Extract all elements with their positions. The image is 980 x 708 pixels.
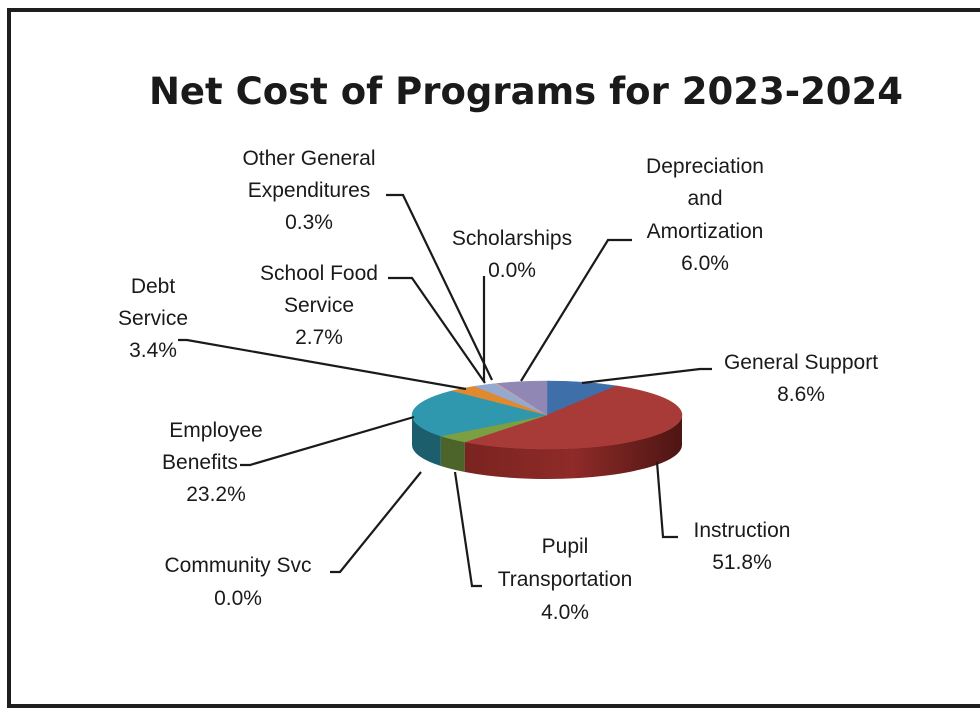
label-instruction: Instruction 51.8% xyxy=(694,519,791,574)
label-value: 3.4% xyxy=(129,339,177,362)
label-name-line2: Service xyxy=(284,294,354,317)
label-other-general-expenditures: Other General Expenditures 0.3% xyxy=(242,147,375,234)
label-debt-service: Debt Service 3.4% xyxy=(118,275,188,362)
leader-instruction xyxy=(655,461,678,539)
pie-chart: Net Cost of Programs for 2023-2024 Gener… xyxy=(118,70,903,624)
label-general-support: General Support 8.6% xyxy=(724,351,878,406)
slice-side-employee-benefits xyxy=(412,415,441,467)
pie-slices xyxy=(411,380,683,450)
label-name: General Support xyxy=(724,351,878,374)
label-value: 4.0% xyxy=(541,601,589,624)
chart-title: Net Cost of Programs for 2023-2024 xyxy=(149,70,903,113)
label-pupil-transportation: Pupil Transportation 4.0% xyxy=(498,535,633,624)
slice-depreciation-and-amortization xyxy=(496,380,548,416)
label-value: 8.6% xyxy=(777,383,825,406)
label-name-line1: Depreciation xyxy=(646,155,764,178)
label-name-line3: Amortization xyxy=(647,220,764,243)
label-community-svc: Community Svc 0.0% xyxy=(164,554,311,610)
leader-lines xyxy=(178,193,712,588)
slice-instruction xyxy=(463,385,683,450)
label-name-line1: Debt xyxy=(131,275,176,298)
label-employee-benefits: Employee Benefits 23.2% xyxy=(162,419,263,506)
leader-employee-benefits xyxy=(240,415,415,467)
label-value: 6.0% xyxy=(681,252,729,275)
label-name-line2: Expenditures xyxy=(248,179,371,202)
leader-debt-service xyxy=(178,338,467,391)
leader-community-svc xyxy=(330,471,422,574)
label-name-line1: Employee xyxy=(169,419,262,442)
label-name-line2: Benefits xyxy=(162,451,238,474)
label-value: 0.3% xyxy=(285,211,333,234)
slice-labels: General Support 8.6% Instruction 51.8% P… xyxy=(118,147,878,624)
label-school-food-service: School Food Service 2.7% xyxy=(260,262,378,349)
label-name: Instruction xyxy=(694,519,791,542)
slice-employee-benefits xyxy=(411,390,548,437)
label-name-line1: Other General xyxy=(242,147,375,170)
label-value: 2.7% xyxy=(295,326,343,349)
label-name-line2: Service xyxy=(118,307,188,330)
label-name: Community Svc xyxy=(164,554,311,577)
label-name-line2: and xyxy=(687,187,722,210)
leader-general-support xyxy=(581,367,712,385)
pie-sides xyxy=(412,415,682,479)
slice-side-pupil-transportation xyxy=(440,436,465,472)
leader-depreciation xyxy=(520,238,632,382)
label-value: 23.2% xyxy=(186,483,246,506)
leader-school-food-service xyxy=(388,276,486,384)
leader-pupil-transportation xyxy=(453,471,482,588)
label-name-line1: Pupil xyxy=(542,535,589,558)
label-name-line2: Transportation xyxy=(498,568,633,591)
label-scholarships: Scholarships 0.0% xyxy=(452,227,572,282)
label-name: Scholarships xyxy=(452,227,572,250)
label-name-line1: School Food xyxy=(260,262,378,285)
slice-side-instruction xyxy=(464,415,682,479)
leader-other-general xyxy=(386,193,493,381)
label-value: 0.0% xyxy=(214,587,262,610)
chart-frame xyxy=(7,8,980,708)
label-value: 0.0% xyxy=(488,259,536,282)
label-value: 51.8% xyxy=(712,551,772,574)
label-depreciation-amortization: Depreciation and Amortization 6.0% xyxy=(646,155,764,275)
